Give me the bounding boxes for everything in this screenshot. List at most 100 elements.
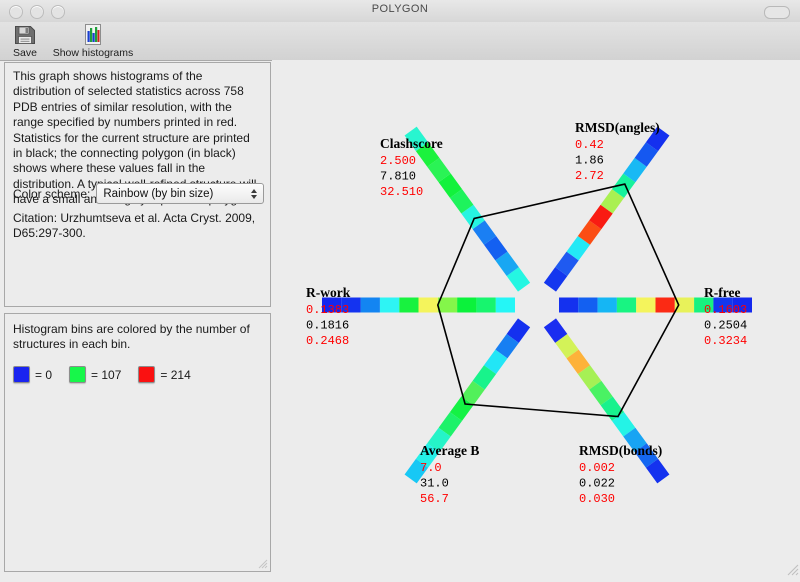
histogram-bin [404, 458, 429, 484]
histogram-bin [578, 297, 598, 313]
histogram-bin [636, 297, 656, 313]
close-button[interactable] [9, 5, 23, 19]
axis-current-value: 0.022 [579, 477, 615, 491]
axis-name: R-free [704, 285, 740, 300]
info-description: This graph shows histograms of the distr… [13, 69, 256, 207]
histogram-bin [495, 334, 519, 359]
axis-spoke-rmsd-angles [543, 126, 670, 292]
histogram-bin [495, 251, 519, 276]
axis-spoke-clashscore [404, 126, 531, 292]
legend-swatch-max [138, 366, 156, 383]
histogram-bin [472, 365, 497, 390]
axis-max-value: 0.3234 [704, 334, 747, 348]
histogram-bin [483, 349, 508, 375]
histogram-bin [495, 297, 515, 313]
axis-max-value: 56.7 [420, 492, 449, 506]
histogram-bin [415, 142, 440, 167]
show-histograms-button[interactable]: Show histograms [48, 23, 138, 59]
histogram-bin [322, 297, 342, 313]
window-controls[interactable] [9, 5, 65, 19]
histogram-bin [341, 297, 361, 313]
histogram-bin [566, 349, 591, 375]
legend-swatch-min [13, 366, 30, 383]
polygon-graph: R-work 0.1383 0.1816 0.2468 R-free 0.1603 0.25… [272, 60, 800, 577]
legend-swatch-mid [69, 366, 87, 383]
axis-current-value: 31.0 [420, 477, 449, 491]
show-histograms-label: Show histograms [52, 47, 134, 59]
histogram-bin [611, 173, 636, 198]
legend-entries: = 0 = 107 = 214 [13, 366, 203, 383]
histogram-bin [438, 412, 463, 437]
legend-value-mid: = 107 [91, 367, 122, 382]
axis-name: Average B [420, 443, 479, 458]
axis-label-average-b: Average B 7.0 31.056.7 [420, 443, 479, 506]
histogram-bin [438, 173, 463, 198]
histogram-bin [427, 157, 451, 183]
axis-min-value: 0.42 [575, 138, 604, 152]
legend-description: Histogram bins are colored by the number… [13, 322, 250, 352]
axis-min-value: 0.002 [579, 461, 615, 475]
histogram-bin [694, 297, 714, 313]
panel-resize-grip-icon[interactable] [257, 558, 268, 569]
histogram-bin [577, 365, 602, 390]
histogram-bin [566, 235, 591, 261]
title-bar: POLYGON [0, 0, 800, 23]
histogram-bin [427, 427, 451, 453]
histogram-bin [623, 427, 647, 453]
histogram-bin [360, 297, 380, 313]
axis-max-value: 0.2468 [306, 334, 349, 348]
bar-chart-icon [81, 23, 105, 47]
axis-spoke-r-free [559, 297, 752, 313]
histogram-bin [415, 443, 440, 468]
axis-current-value: 1.86 [575, 154, 604, 168]
histogram-bin [655, 297, 675, 313]
axis-current-value: 0.2504 [704, 319, 747, 333]
axis-label-rmsd-angles: RMSD(angles) 0.42 1.862.72 [575, 120, 660, 183]
window-resize-grip-icon[interactable] [786, 563, 799, 576]
histogram-bin [449, 189, 474, 214]
axis-spoke-rmsd-bonds [543, 318, 670, 484]
toolbar-toggle-button[interactable] [764, 6, 790, 19]
floppy-disk-icon [13, 23, 37, 47]
histogram-bin [616, 297, 637, 313]
axis-max-value: 32.510 [380, 185, 423, 199]
toolbar: Save Show histograms [0, 22, 800, 61]
histogram-bin [506, 267, 531, 292]
histogram-bin [399, 297, 419, 313]
axis-name: R-work [306, 285, 351, 300]
histogram-bin [600, 189, 625, 214]
color-scheme-select[interactable]: Rainbow (by bin size) [96, 183, 265, 204]
axis-name: Clashscore [380, 136, 443, 151]
histogram-bin [543, 318, 568, 343]
axis-spoke-average-b [404, 318, 531, 484]
histogram-bin [461, 204, 485, 230]
minimize-button[interactable] [30, 5, 44, 19]
histogram-bin [645, 126, 670, 152]
axis-min-value: 2.500 [380, 154, 416, 168]
histogram-bin [611, 412, 636, 437]
window-title: POLYGON [371, 3, 429, 15]
histogram-bin [589, 380, 613, 406]
histogram-bin [506, 318, 531, 343]
connecting-polygon [436, 183, 680, 418]
axis-min-value: 0.1383 [306, 303, 349, 317]
axis-spoke-r-work [322, 297, 515, 313]
histogram-bin [437, 297, 458, 313]
color-scheme-row: Color scheme: Rainbow (by bin size) [13, 183, 265, 204]
histogram-bin [597, 297, 617, 313]
zoom-button[interactable] [51, 5, 65, 19]
save-button[interactable]: Save [6, 23, 44, 59]
color-scheme-value: Rainbow (by bin size) [103, 187, 214, 200]
axis-max-value: 0.030 [579, 492, 615, 506]
citation-text: Citation: Urzhumtseva et al. Acta Cryst.… [13, 211, 256, 241]
histogram-bin [589, 204, 613, 230]
histogram-bin [457, 297, 477, 313]
legend-value-max: = 214 [160, 367, 191, 382]
axis-min-value: 0.1603 [704, 303, 747, 317]
axis-min-value: 7.0 [420, 461, 442, 475]
legend-panel: Histogram bins are colored by the number… [4, 313, 271, 572]
